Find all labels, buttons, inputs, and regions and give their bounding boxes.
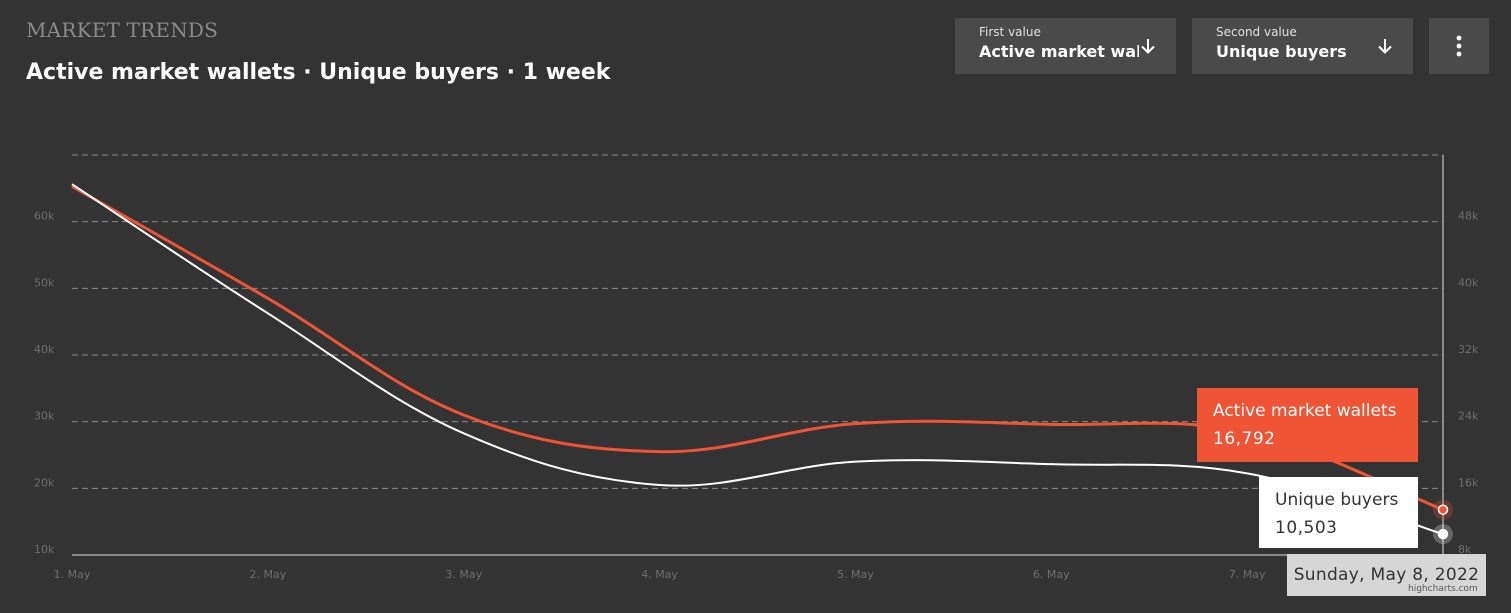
first-value-dropdown[interactable]: First value Active market wall... bbox=[955, 18, 1176, 74]
tooltip-buyers-value: 10,503 bbox=[1275, 518, 1338, 538]
x-tick-label: 1. May bbox=[54, 568, 91, 581]
y-right-tick-label: 8k bbox=[1458, 543, 1472, 556]
y-right-tick-label: 16k bbox=[1458, 476, 1479, 489]
section-title: MARKET TRENDS bbox=[26, 18, 219, 42]
data-point-buyers bbox=[657, 482, 663, 488]
y-left-tick-label: 50k bbox=[34, 276, 55, 289]
data-point-wallets bbox=[265, 295, 271, 301]
y-right-tick-label: 40k bbox=[1458, 276, 1479, 289]
chart-heading: Active market wallets · Unique buyers · … bbox=[26, 60, 611, 85]
tooltip-date: Sunday, May 8, 2022 bbox=[1287, 554, 1486, 596]
chart-credit[interactable]: highcharts.com bbox=[1408, 584, 1478, 594]
more-vert-icon bbox=[1456, 35, 1462, 57]
second-value-dropdown[interactable]: Second value Unique buyers bbox=[1192, 18, 1413, 74]
tooltip-unique-buyers: Unique buyers 10,503 bbox=[1259, 477, 1418, 548]
data-point-buyers bbox=[461, 430, 467, 436]
tooltip-buyers-name: Unique buyers bbox=[1275, 490, 1399, 510]
y-left-tick-label: 20k bbox=[34, 476, 55, 489]
data-point-wallets bbox=[461, 412, 467, 418]
series-line-buyers bbox=[71, 183, 1444, 536]
x-tick-label: 3. May bbox=[445, 568, 482, 581]
x-tick-label: 5. May bbox=[837, 568, 874, 581]
data-point-wallets bbox=[1048, 421, 1054, 427]
data-point-buyers bbox=[1437, 528, 1449, 540]
first-value-caption: First value bbox=[979, 25, 1041, 39]
data-point-wallets bbox=[1437, 504, 1449, 515]
data-point-wallets bbox=[657, 449, 663, 455]
tooltip-active-wallets: Active market wallets 16,792 bbox=[1197, 388, 1418, 462]
data-point-buyers bbox=[265, 310, 271, 316]
data-point-buyers bbox=[1244, 470, 1250, 476]
y-left-tick-label: 60k bbox=[34, 210, 55, 223]
first-value-selected: Active market wall... bbox=[979, 42, 1139, 61]
x-tick-label: 4. May bbox=[641, 568, 678, 581]
y-right-tick-label: 48k bbox=[1458, 210, 1479, 223]
x-tick-label: 7. May bbox=[1229, 568, 1266, 581]
tooltip-wallets-name: Active market wallets bbox=[1213, 401, 1397, 421]
y-right-tick-label: 24k bbox=[1458, 410, 1479, 423]
arrow-down-icon bbox=[1141, 39, 1155, 54]
data-point-wallets bbox=[852, 421, 858, 427]
y-left-tick-label: 10k bbox=[34, 543, 55, 556]
y-right-tick-label: 32k bbox=[1458, 343, 1479, 356]
x-tick-label: 2. May bbox=[249, 568, 286, 581]
data-point-buyers bbox=[69, 181, 75, 187]
arrow-down-icon bbox=[1378, 39, 1392, 54]
x-tick-label: 6. May bbox=[1033, 568, 1070, 581]
tooltip-wallets-value: 16,792 bbox=[1213, 429, 1276, 449]
second-value-selected: Unique buyers bbox=[1216, 42, 1347, 61]
second-value-caption: Second value bbox=[1216, 25, 1297, 39]
more-options-button[interactable] bbox=[1429, 18, 1489, 74]
data-point-buyers bbox=[852, 459, 858, 465]
data-point-buyers bbox=[1048, 461, 1054, 467]
y-left-tick-label: 40k bbox=[34, 343, 55, 356]
y-left-tick-label: 30k bbox=[34, 410, 55, 423]
